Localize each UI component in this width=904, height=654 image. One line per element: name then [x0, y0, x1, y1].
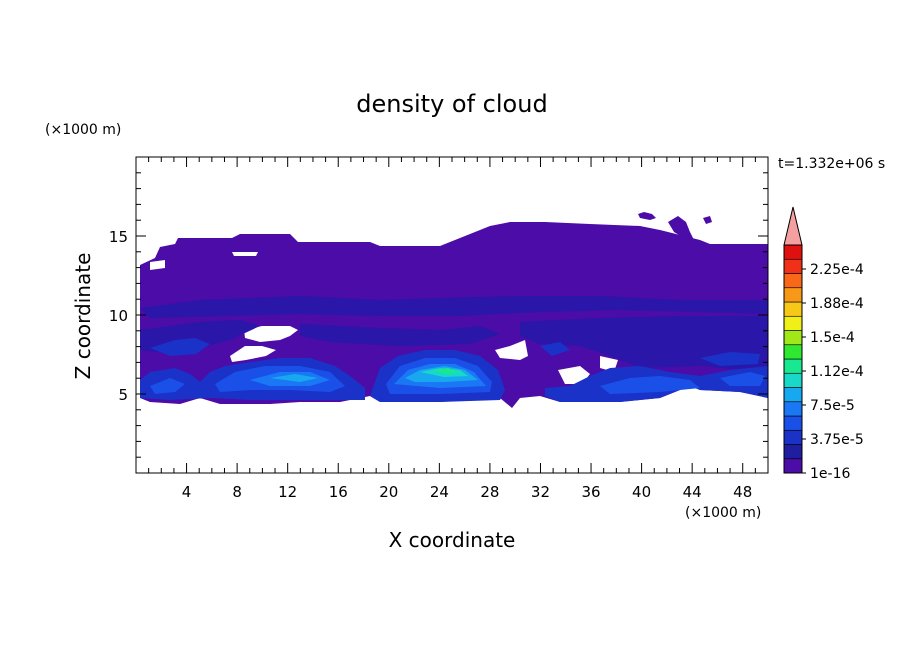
colorbar-label: 1.5e-4 [810, 330, 855, 346]
colorbar-frame [783, 244, 803, 474]
colorbar-extend-arrow [783, 206, 803, 246]
x-tick-label: 32 [531, 483, 550, 501]
y-tick-label: 15 [109, 228, 128, 246]
colorbar-swatch [783, 387, 803, 403]
colorbar-label: 1.12e-4 [810, 364, 864, 380]
contour-band [432, 368, 460, 374]
colorbar-label: 2.25e-4 [810, 262, 864, 278]
heatmap-fill [140, 212, 768, 408]
x-tick-label: 12 [278, 483, 297, 501]
cloud-gap [244, 326, 298, 342]
cloud-top-speck [638, 212, 656, 220]
colorbar-swatch [783, 301, 803, 317]
contour-band [600, 376, 700, 394]
x-tick-label: 8 [232, 483, 242, 501]
colorbar-swatch [783, 401, 803, 417]
colorbar-swatch [783, 287, 803, 303]
cloud-gap [232, 252, 258, 256]
y-axis-label: Z coordinate [71, 253, 95, 380]
contour-band [540, 342, 570, 356]
colorbar-swatch [783, 444, 803, 460]
cloud-gap [150, 260, 165, 270]
chart-title: density of cloud [356, 90, 547, 118]
x-tick-label: 24 [430, 483, 449, 501]
colorbar-swatch [783, 273, 803, 289]
x-tick-label: 16 [329, 483, 348, 501]
x-axis-label: X coordinate [389, 528, 516, 552]
colorbar: 2.25e-4 1.88e-4 1.5e-4 1.12e-4 7.5e-5 3.75e-5… [783, 206, 864, 482]
contour-band [150, 378, 185, 394]
colorbar-swatch [783, 429, 803, 445]
colorbar-swatch [783, 330, 803, 346]
x-axis-ticks: 4 8 12 16 20 24 28 32 36 40 44 48 [148, 157, 756, 501]
colorbar-label: 7.5e-5 [810, 398, 855, 414]
contour-band [270, 374, 318, 382]
colorbar-swatch [783, 358, 803, 374]
y-axis-ticks: 5 10 15 [109, 172, 768, 458]
x-tick-label: 20 [379, 483, 398, 501]
colorbar-swatch [783, 258, 803, 274]
contour-band [300, 324, 500, 346]
cloud-gap [230, 346, 276, 362]
colorbar-label: 1.88e-4 [810, 296, 864, 312]
x-tick-label: 28 [480, 483, 499, 501]
colorbar-swatch [783, 458, 803, 474]
contour-band [140, 296, 768, 318]
x-tick-label: 4 [182, 483, 192, 501]
colorbar-swatch [783, 415, 803, 431]
contour-band [150, 338, 210, 356]
x-tick-label: 48 [733, 483, 752, 501]
cloud-top-speck [668, 216, 694, 240]
colorbar-swatch [783, 344, 803, 360]
y-unit-label: (×1000 m) [45, 122, 121, 138]
x-tick-label: 40 [632, 483, 651, 501]
x-tick-label: 44 [683, 483, 702, 501]
time-label: t=1.332e+06 s [778, 156, 885, 172]
x-unit-label: (×1000 m) [685, 505, 761, 521]
colorbar-label: 1e-16 [810, 466, 850, 482]
cloud-gap [495, 340, 528, 360]
colorbar-swatch [783, 372, 803, 388]
x-tick-label: 36 [581, 483, 600, 501]
cloud-gap [558, 366, 590, 384]
colorbar-label: 3.75e-5 [810, 432, 864, 448]
colorbar-swatch [783, 315, 803, 331]
y-tick-label: 10 [109, 307, 128, 325]
y-tick-label: 5 [118, 386, 128, 404]
colorbar-swatch [783, 244, 803, 260]
contour-band [720, 372, 765, 386]
cloud-top-speck [703, 216, 712, 224]
contour-band [700, 352, 760, 366]
